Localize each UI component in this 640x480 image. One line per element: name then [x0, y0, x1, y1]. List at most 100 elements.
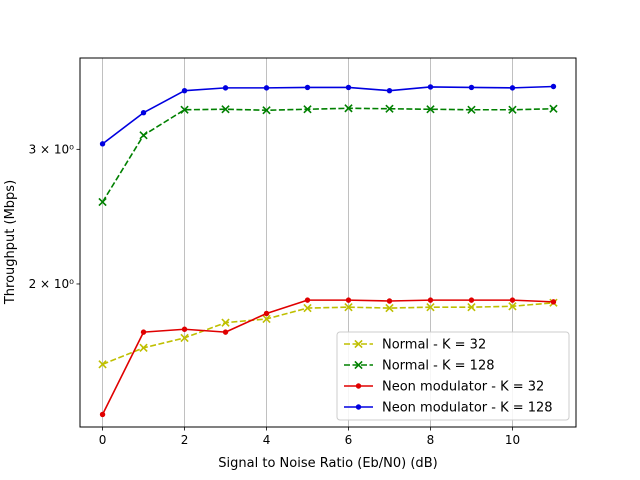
marker-stroke [303, 105, 312, 114]
marker-stroke [98, 360, 107, 369]
x-tick-label: 2 [181, 433, 189, 447]
data-point-marker [468, 84, 475, 91]
series-line [101, 107, 554, 203]
axis-ticks: 0 2 4 6 8 10 2 × 10⁰ 3 × 10⁰ [29, 142, 521, 447]
series-3 [99, 83, 557, 147]
legend-item: Neon modulator - K = 128 [344, 401, 553, 416]
data-point-marker [385, 303, 394, 313]
series-0 [98, 298, 558, 369]
x-tick-label: 8 [427, 433, 435, 447]
data-point-marker [222, 329, 229, 335]
data-point-marker [549, 104, 558, 113]
data-point-marker [304, 84, 311, 91]
marker-stroke [426, 303, 435, 312]
marker-stroke [303, 303, 312, 313]
data-point-marker [344, 104, 353, 113]
marker-stroke [385, 303, 394, 313]
y-tick-label: 3 × 10⁰ [29, 142, 75, 156]
data-point-marker [263, 310, 270, 317]
marker-stroke [139, 131, 148, 140]
data-point-marker [345, 297, 352, 303]
series-layer [98, 83, 558, 418]
data-point-marker [304, 297, 311, 303]
y-tick-label: 2 × 10⁰ [29, 277, 75, 291]
data-point-marker [140, 110, 147, 116]
data-point-marker [181, 326, 188, 332]
data-point-marker [180, 105, 189, 114]
legend-label: Normal - K = 128 [382, 359, 495, 374]
data-point-marker [98, 197, 107, 207]
data-point-marker [99, 411, 106, 418]
marker-stroke [508, 302, 517, 311]
legend-box [336, 331, 570, 421]
data-point-marker [427, 297, 434, 303]
grid [102, 58, 513, 427]
data-point-marker [508, 302, 517, 311]
data-point-marker [426, 303, 435, 312]
series-line [102, 85, 554, 145]
legend-label: Neon modulator - K = 32 [382, 380, 544, 395]
marker-stroke [467, 303, 476, 312]
x-tick-label: 6 [345, 433, 353, 447]
legend-label: Normal - K = 32 [382, 338, 486, 353]
marker-stroke [262, 314, 271, 324]
data-point-marker [221, 105, 230, 114]
marker-stroke [344, 104, 353, 113]
x-tick-label: 4 [263, 433, 271, 447]
marker-stroke [354, 339, 363, 349]
data-point-marker [354, 360, 363, 370]
data-point-marker [303, 105, 312, 114]
marker-stroke [344, 303, 353, 312]
data-point-marker [222, 85, 229, 91]
marker-stroke [221, 318, 230, 327]
marker-stroke [467, 105, 476, 114]
marker-stroke [262, 106, 271, 115]
marker-stroke [180, 105, 189, 114]
data-point-marker [139, 343, 148, 353]
data-point-marker [550, 299, 557, 305]
data-point-marker [509, 297, 516, 303]
data-point-marker [262, 314, 271, 324]
data-point-marker [263, 85, 270, 91]
data-point-marker [221, 318, 230, 327]
data-point-marker [180, 333, 189, 343]
data-point-marker [139, 131, 148, 140]
data-point-marker [550, 83, 557, 90]
data-point-marker [354, 339, 363, 349]
data-point-marker [508, 105, 517, 114]
marker-stroke [549, 104, 558, 113]
data-point-marker [355, 404, 362, 410]
legend-item: Normal - K = 128 [344, 359, 495, 374]
marker-stroke [354, 360, 363, 370]
data-point-marker [345, 84, 352, 91]
x-axis-label: Signal to Noise Ratio (Eb/N0) (dB) [218, 456, 437, 471]
marker-stroke [139, 343, 148, 353]
data-point-marker [386, 87, 393, 94]
data-point-marker [99, 141, 106, 147]
marker-stroke [508, 105, 517, 114]
data-point-marker [355, 383, 362, 389]
data-point-marker [386, 298, 393, 304]
data-point-marker [344, 303, 353, 312]
data-point-marker [181, 87, 188, 94]
legend-item: Neon modulator - K = 32 [344, 380, 544, 395]
data-point-marker [385, 104, 394, 113]
series-line [101, 299, 554, 415]
marker-stroke [426, 105, 435, 114]
legend-item: Normal - K = 32 [344, 338, 486, 353]
data-point-marker [303, 303, 312, 313]
y-axis-label: Throughput (Mbps) [3, 180, 18, 305]
data-point-marker [426, 105, 435, 114]
x-tick-label: 0 [99, 433, 107, 447]
marker-stroke [98, 197, 107, 207]
data-point-marker [427, 84, 434, 90]
data-point-marker [467, 105, 476, 114]
data-point-marker [509, 85, 516, 91]
marker-stroke [180, 333, 189, 343]
marker-stroke [221, 105, 230, 114]
data-point-marker [467, 303, 476, 312]
series-line [102, 301, 554, 366]
plot-frame [79, 57, 577, 428]
legend: Normal - K = 32 Normal - K = 128 Neon modu… [336, 331, 570, 421]
